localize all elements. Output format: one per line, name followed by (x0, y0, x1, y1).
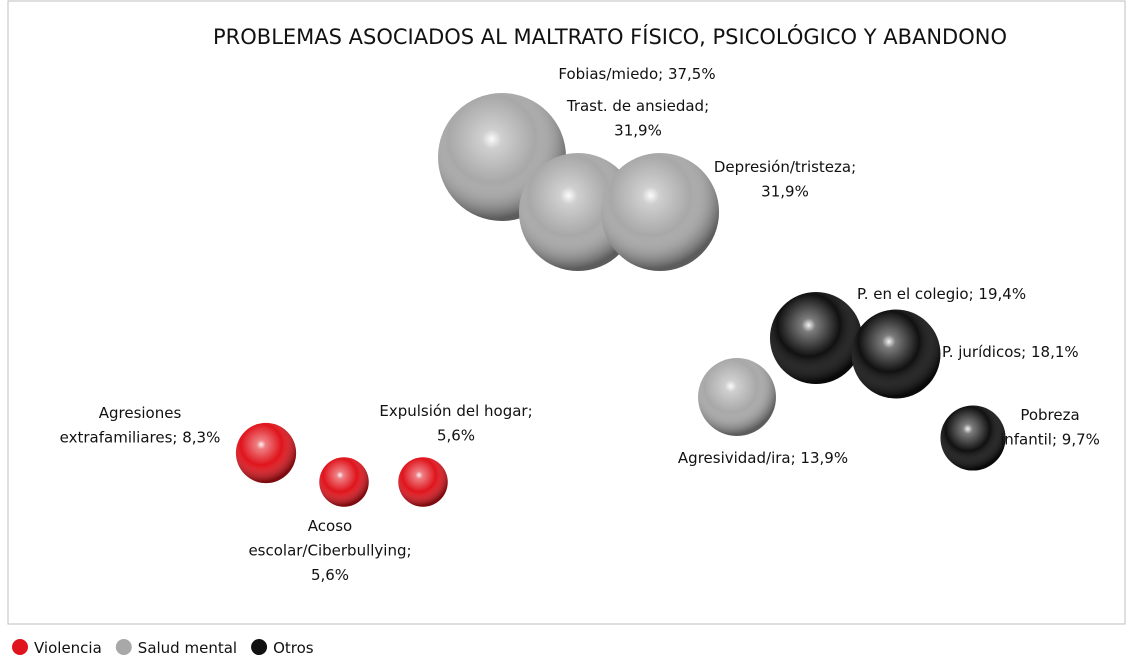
legend-label: Violencia (34, 639, 102, 657)
data-label: Trast. de ansiedad; 31,9% (566, 97, 709, 140)
data-label: Fobias/miedo; 37,5% (558, 65, 715, 83)
bubble-shade (398, 457, 448, 507)
plot-border (7, 0, 1126, 625)
legend-swatch (115, 639, 132, 655)
data-label: P. jurídicos; 18,1% (942, 343, 1079, 361)
legend-swatch (12, 639, 28, 655)
legend-label: Salud mental (138, 639, 237, 657)
data-label: Agresividad/ira; 13,9% (678, 449, 848, 467)
bubble-shade (319, 457, 369, 507)
bubble-shade (698, 358, 776, 436)
bubble-shade (769, 291, 863, 385)
data-label: Agresiones extrafamiliares; 8,3% (60, 404, 221, 447)
chart-title: PROBLEMAS ASOCIADOS AL MALTRATO FÍSICO, … (213, 24, 1007, 49)
data-label: Depresión/tristeza; 31,9% (714, 158, 856, 201)
data-label: P. en el colegio; 19,4% (857, 285, 1026, 303)
legend-swatch (251, 639, 268, 655)
legend-label: Otros (273, 639, 314, 657)
bubble-shade (851, 309, 941, 399)
bubble-shade (940, 405, 1006, 471)
data-label: Acoso escolar/Ciberbullying; 5,6% (248, 517, 411, 584)
bubble-shade (235, 422, 297, 484)
data-label: Pobreza infantil; 9,7% (1000, 406, 1100, 449)
data-label: Expulsión del hogar; 5,6% (379, 402, 532, 445)
bubble-shade (518, 152, 638, 272)
bubble-shade (600, 152, 720, 272)
